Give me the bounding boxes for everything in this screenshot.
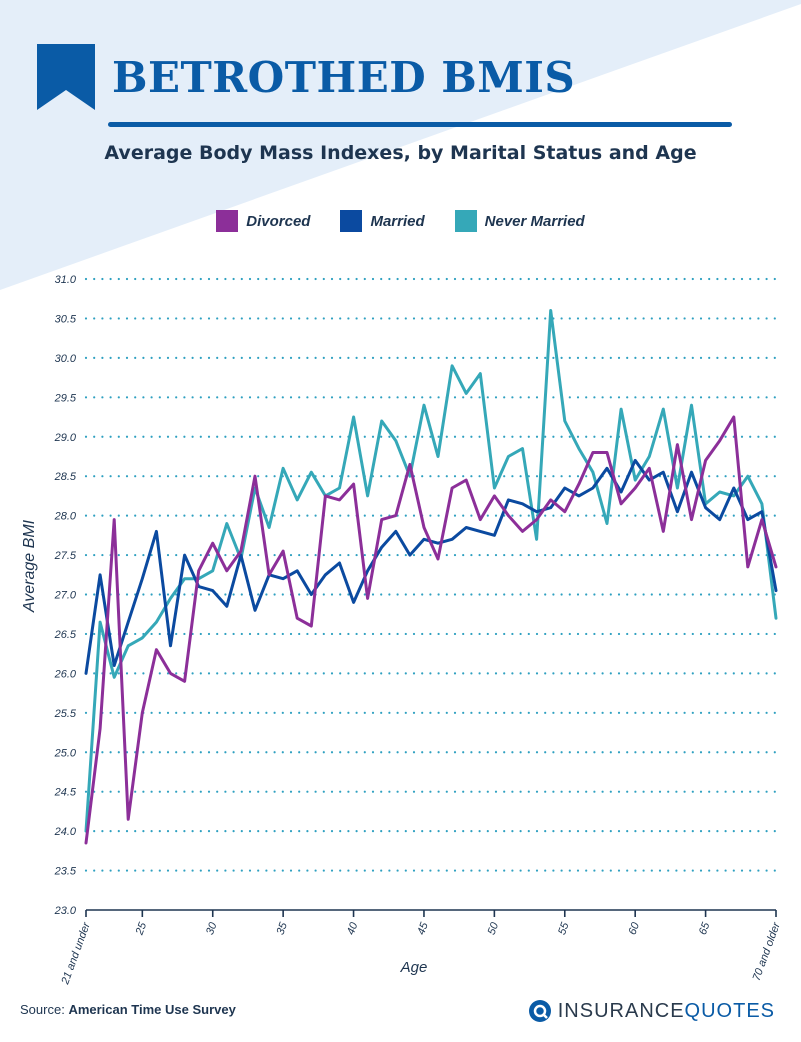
y-tick-label: 26.5 [54, 629, 77, 641]
x-tick-label: 50 [486, 920, 502, 936]
bookmark-icon [37, 44, 95, 110]
y-tick-label: 25.0 [54, 747, 77, 759]
y-tick-label: 30.5 [55, 313, 77, 325]
background-diagonal-band [0, 0, 801, 290]
chart-legend: Divorced Married Never Married [0, 210, 801, 232]
legend-swatch-divorced [216, 210, 239, 232]
x-tick-label: 21 and under [59, 920, 93, 987]
legend-swatch-married [340, 210, 363, 232]
logo-word-quotes: QUOTES [684, 999, 775, 1022]
legend-item-never-married: Never Married [454, 210, 585, 232]
y-tick-label: 27.0 [54, 590, 77, 602]
y-tick-label: 28.5 [54, 471, 77, 483]
series-line-divorced [84, 415, 778, 845]
x-tick-label: 35 [274, 920, 290, 936]
legend-item-divorced: Divorced [216, 210, 310, 232]
legend-item-married: Married [340, 210, 425, 232]
y-tick-label: 23.0 [54, 905, 77, 917]
source-label: Source: [20, 1002, 65, 1017]
x-tick-label: 70 and older [751, 920, 784, 983]
y-tick-label: 23.5 [54, 866, 77, 878]
x-tick-label: 40 [345, 920, 361, 936]
x-tick-label: 55 [556, 920, 572, 936]
source-note: Source: American Time Use Survey [20, 1002, 236, 1017]
y-tick-label: 25.5 [54, 708, 77, 720]
series-line-never-married [84, 309, 778, 833]
source-name: American Time Use Survey [68, 1002, 236, 1017]
page-title: BETROTHED BMIS [112, 53, 576, 102]
y-tick-label: 26.0 [54, 668, 77, 680]
insurancequotes-logo: INSURANCEQUOTES [528, 999, 775, 1023]
chart-subtitle: Average Body Mass Indexes, by Marital St… [104, 142, 697, 164]
y-tick-label: 29.5 [54, 392, 77, 404]
y-tick-label: 31.0 [55, 274, 77, 286]
title-divider [108, 122, 732, 127]
x-tick-label: 30 [204, 920, 220, 936]
x-axis-label: Age [400, 959, 428, 976]
logo-icon [528, 1000, 551, 1022]
y-tick-label: 28.0 [54, 511, 77, 523]
x-tick-label: 60 [627, 920, 643, 936]
y-axis-label: Average BMI [21, 519, 38, 613]
legend-swatch-never-married [454, 210, 477, 232]
x-tick-label: 25 [133, 920, 149, 937]
y-tick-label: 24.0 [54, 826, 77, 838]
y-tick-label: 24.5 [54, 787, 77, 799]
legend-label-never-married: Never Married [484, 212, 585, 230]
logo-word-insurance: INSURANCE [557, 999, 685, 1022]
y-tick-label: 29.0 [54, 432, 77, 444]
x-tick-label: 45 [415, 920, 431, 936]
y-tick-label: 27.5 [54, 550, 77, 562]
legend-label-divorced: Divorced [246, 212, 311, 230]
x-tick-label: 65 [697, 920, 713, 936]
legend-label-married: Married [370, 212, 425, 230]
y-tick-label: 30.0 [55, 353, 77, 365]
line-chart: 23.0 23.5 24.0 24.5 25.0 25.5 26.0 26.5 27.0 27.5… [21, 274, 784, 987]
